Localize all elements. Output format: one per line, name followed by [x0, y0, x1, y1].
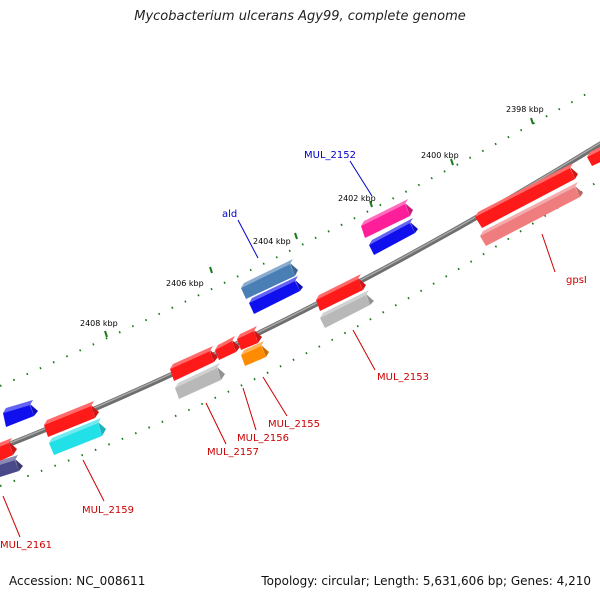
gene-leader-line	[237, 219, 259, 259]
gene-mul-2161-tip	[9, 442, 17, 455]
genome-summary-text: Topology: circular; Length: 5,631,606 bp…	[261, 574, 591, 588]
major-tick	[450, 158, 454, 166]
gene-label: ald	[222, 209, 237, 220]
gene-mul-2156b	[215, 341, 236, 360]
gene-mul-2159-product-tip	[98, 422, 106, 436]
gene-mul-2161-product-bevel	[0, 455, 18, 465]
gene-mul-2155-bevel	[241, 341, 264, 355]
gene-mul-2155-tip	[261, 345, 269, 357]
gene-leader-line	[82, 459, 105, 502]
accession-text: Accession: NC_008611	[9, 574, 146, 588]
gene-leader-line	[205, 402, 227, 445]
gene-label: MUL_2159	[82, 505, 134, 516]
gene-ald-product	[249, 281, 300, 314]
gene-mul-2153-product	[320, 295, 370, 328]
gene-mul-2157-tip	[210, 350, 218, 362]
gene-ald-bevel	[241, 259, 293, 288]
gene-mul-2152-product-tip	[410, 222, 418, 233]
kbp-label: 2400 kbp	[421, 151, 459, 160]
gene-left-blue-bevel	[3, 400, 33, 413]
gene-label: gpsI	[566, 275, 587, 286]
gene-ald-product-bevel	[249, 276, 298, 303]
gene-label: MUL_2161	[0, 540, 52, 551]
gene-gpsI-product-bevel	[480, 182, 578, 236]
gene-mul-2156-bevel	[237, 326, 257, 339]
gene-mul-2153-product-bevel	[320, 290, 369, 318]
gene-label: MUL_2157	[207, 447, 259, 458]
gene-ald	[241, 264, 295, 299]
major-tick	[104, 330, 108, 338]
gene-leader-line	[352, 329, 376, 371]
gene-mul-2157-product	[175, 368, 221, 399]
gene-leader-line	[349, 160, 373, 197]
gene-gpsI-tip	[570, 167, 578, 179]
gene-left-blue	[3, 405, 34, 427]
gene-mul-2156b-bevel	[215, 336, 235, 350]
gene-leader-line	[2, 495, 21, 538]
kbp-label: 2398 kbp	[506, 105, 544, 114]
gene-mul-2157-product-bevel	[175, 363, 220, 388]
gene-label: MUL_2152	[304, 150, 356, 161]
gene-mul-2156	[237, 331, 258, 350]
major-tick	[294, 232, 298, 240]
gene-mul-2159-product	[49, 423, 102, 455]
gene-mul-2152-tip	[405, 203, 413, 216]
gene-ald-product-tip	[295, 280, 303, 291]
gene-mul-2159-product-bevel	[49, 418, 101, 443]
gene-mul-2152-bevel	[361, 199, 408, 226]
gene-label: MUL_2156	[237, 433, 289, 444]
gene-mul-2153	[316, 279, 363, 311]
kbp-label: 2406 kbp	[166, 279, 204, 288]
gene-offscreen-right	[587, 150, 600, 166]
gene-mul-2161	[0, 443, 13, 461]
major-tick	[530, 117, 534, 125]
gene-mul-2152-product-bevel	[369, 218, 413, 245]
gene-label: MUL_2153	[377, 372, 429, 383]
gene-mul-2159-tip	[91, 405, 99, 418]
gene-mul-2159	[44, 406, 95, 437]
gene-mul-2152	[361, 204, 410, 238]
gene-mul-2159-bevel	[44, 401, 94, 425]
gene-gpsI-product	[480, 187, 580, 246]
gene-mul-2156b-tip	[232, 340, 240, 352]
gene-mul-2155	[241, 346, 266, 366]
gene-mul-2156-tip	[254, 330, 262, 343]
gene-mul-2157-product-tip	[217, 367, 225, 380]
map-title: Mycobacterium ulcerans Agy99, complete g…	[134, 9, 466, 24]
gene-mul-2157	[170, 351, 214, 381]
outer-tick-ring	[0, 91, 591, 387]
kbp-label: 2402 kbp	[338, 194, 376, 203]
kbp-label: 2408 kbp	[80, 319, 118, 328]
gene-mul-2161-bevel	[0, 438, 12, 447]
gene-ald-tip	[290, 263, 298, 276]
gene-leader-line	[541, 233, 556, 273]
major-tick	[369, 200, 373, 208]
gene-mul-2153-product-tip	[366, 294, 374, 305]
gene-mul-2161-product-tip	[15, 459, 23, 471]
gene-offscreen-right-bevel	[587, 147, 600, 157]
gene-leader-line	[242, 387, 257, 431]
gene-mul-2161-product	[0, 460, 19, 477]
kbp-label: 2404 kbp	[253, 237, 291, 246]
gene-leader-line	[262, 376, 288, 417]
gene-left-blue-tip	[30, 404, 38, 416]
major-tick	[209, 266, 213, 274]
gene-gpsI-product-tip	[575, 186, 583, 197]
gene-gpsI	[475, 168, 575, 228]
gene-mul-2153-tip	[358, 278, 366, 290]
gene-gpsI-bevel	[475, 163, 573, 217]
gene-label: MUL_2155	[268, 419, 320, 430]
gene-mul-2152-product	[369, 223, 415, 255]
gene-mul-2157-bevel	[170, 346, 213, 369]
gene-mul-2153-bevel	[316, 274, 361, 300]
